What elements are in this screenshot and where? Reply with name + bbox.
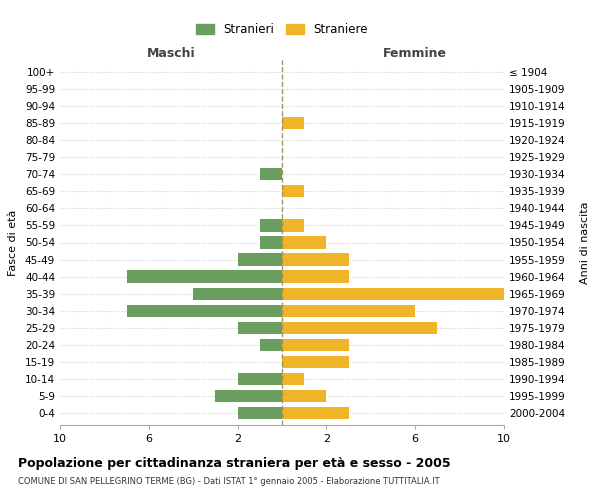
Bar bbox=[260, 168, 282, 180]
Bar bbox=[238, 407, 282, 419]
Bar bbox=[238, 373, 282, 385]
Bar bbox=[282, 304, 415, 317]
Y-axis label: Anni di nascita: Anni di nascita bbox=[580, 201, 589, 284]
Bar bbox=[127, 270, 282, 283]
Bar bbox=[282, 236, 326, 248]
Bar bbox=[127, 304, 282, 317]
Legend: Stranieri, Straniere: Stranieri, Straniere bbox=[191, 18, 373, 41]
Bar bbox=[282, 185, 304, 198]
Bar bbox=[282, 373, 304, 385]
Bar bbox=[260, 236, 282, 248]
Bar bbox=[282, 390, 326, 402]
Bar bbox=[238, 254, 282, 266]
Bar bbox=[260, 338, 282, 351]
Bar bbox=[282, 407, 349, 419]
Bar bbox=[193, 288, 282, 300]
Bar bbox=[282, 338, 349, 351]
Bar bbox=[282, 356, 349, 368]
Bar bbox=[282, 322, 437, 334]
Bar bbox=[215, 390, 282, 402]
Text: Popolazione per cittadinanza straniera per età e sesso - 2005: Popolazione per cittadinanza straniera p… bbox=[18, 458, 451, 470]
Bar bbox=[238, 322, 282, 334]
Bar bbox=[260, 220, 282, 232]
Y-axis label: Fasce di età: Fasce di età bbox=[8, 210, 18, 276]
Text: COMUNE DI SAN PELLEGRINO TERME (BG) - Dati ISTAT 1° gennaio 2005 - Elaborazione : COMUNE DI SAN PELLEGRINO TERME (BG) - Da… bbox=[18, 478, 440, 486]
Bar bbox=[282, 220, 304, 232]
Text: Femmine: Femmine bbox=[383, 47, 447, 60]
Bar bbox=[282, 117, 304, 129]
Bar bbox=[282, 254, 349, 266]
Bar bbox=[282, 288, 504, 300]
Text: Maschi: Maschi bbox=[146, 47, 196, 60]
Bar bbox=[282, 270, 349, 283]
